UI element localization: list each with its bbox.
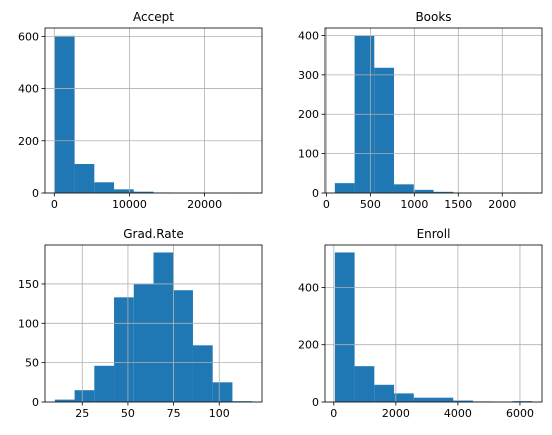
y-tick-label: 600 [18, 30, 39, 43]
bar [133, 191, 154, 193]
axes-frame [324, 244, 543, 403]
y-tick-label: 0 [32, 187, 39, 200]
y-tick-label: 150 [18, 278, 39, 291]
bar [153, 252, 174, 402]
bar [334, 252, 355, 402]
x-tick-label: 50 [121, 407, 135, 420]
axes-frame [44, 27, 263, 194]
bar [413, 397, 434, 402]
x-tick-label: 100 [209, 407, 230, 420]
bar [114, 297, 134, 402]
x-tick-label: 75 [167, 407, 181, 420]
axes-frame [324, 27, 543, 194]
bar [173, 290, 193, 402]
bar [133, 283, 154, 402]
bar [74, 164, 95, 193]
subplot-title: Enroll [417, 227, 451, 241]
bar [394, 393, 414, 402]
bar [94, 182, 115, 193]
bar [453, 400, 473, 402]
x-tick-label: 4000 [444, 407, 472, 420]
x-tick-label: 20000 [187, 198, 222, 211]
bar [114, 189, 134, 193]
y-tick-label: 400 [18, 83, 39, 96]
y-tick-label: 200 [298, 339, 319, 352]
y-tick-label: 100 [298, 148, 319, 161]
y-tick-label: 400 [298, 29, 319, 42]
y-tick-label: 100 [18, 317, 39, 330]
bar [54, 35, 75, 194]
bar [433, 191, 454, 193]
subplot-title: Grad.Rate [123, 227, 184, 241]
y-tick-label: 50 [25, 357, 39, 370]
bar [74, 390, 95, 402]
bar [512, 401, 533, 402]
y-tick-label: 0 [312, 187, 319, 200]
bar [354, 366, 375, 402]
bar [374, 67, 395, 193]
subplot-title: Accept [133, 10, 174, 24]
axes-frame [44, 244, 263, 403]
bar [374, 384, 395, 402]
bar [433, 397, 454, 402]
y-tick-label: 300 [298, 69, 319, 82]
x-tick-label: 500 [360, 198, 381, 211]
bar [413, 189, 434, 193]
bar [212, 382, 233, 402]
x-tick-label: 0 [330, 407, 337, 420]
x-tick-label: 0 [51, 198, 58, 211]
x-tick-label: 6000 [506, 407, 534, 420]
bar [94, 365, 115, 402]
y-tick-label: 0 [32, 396, 39, 409]
x-tick-label: 10000 [112, 198, 147, 211]
bar [192, 345, 213, 402]
x-tick-label: 1000 [400, 198, 428, 211]
bar [54, 399, 75, 402]
x-tick-label: 2000 [382, 407, 410, 420]
bar [394, 184, 414, 193]
y-tick-label: 400 [298, 281, 319, 294]
x-tick-label: 0 [323, 198, 330, 211]
bar [334, 183, 355, 193]
x-tick-label: 2000 [488, 198, 516, 211]
y-tick-label: 200 [298, 108, 319, 121]
y-tick-label: 200 [18, 135, 39, 148]
x-tick-label: 1500 [444, 198, 472, 211]
y-tick-label: 0 [312, 396, 319, 409]
subplot-title: Books [415, 10, 451, 24]
x-tick-label: 25 [75, 407, 89, 420]
